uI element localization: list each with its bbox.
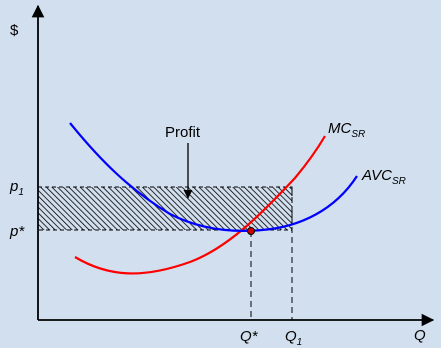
avc-curve: [69, 122, 358, 232]
y-axis-label: $: [10, 22, 19, 39]
profit-area: [37, 186, 293, 231]
avc-label: AVCSR: [361, 167, 406, 187]
x-axis-label: Q: [414, 327, 426, 344]
qstar-label: Q*: [240, 328, 259, 345]
min-avc-point: [247, 227, 255, 235]
mc-curve: [74, 135, 326, 275]
profit-label: Profit: [165, 124, 201, 141]
mc-label: MCSR: [328, 120, 365, 140]
pstar-label: p*: [9, 223, 25, 240]
p1-label: p1: [9, 178, 24, 198]
q1-label: Q1: [285, 328, 302, 348]
